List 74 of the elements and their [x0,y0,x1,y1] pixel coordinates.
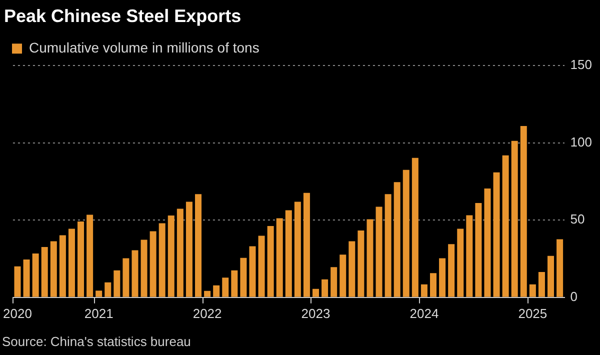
bar [140,240,148,297]
x-tick-label: 2022 [192,306,222,321]
bar [303,192,310,297]
bar [14,266,21,297]
bar [122,258,130,297]
bar [186,202,192,297]
bar [358,230,364,297]
bar [195,194,202,297]
bar [59,235,66,297]
bar [366,219,374,297]
bar [457,228,464,297]
bar [104,282,112,297]
bar [520,126,527,297]
bar [384,194,392,297]
bar [240,258,247,297]
bar [340,254,346,297]
bar [222,278,229,297]
bar [86,214,94,297]
bar [68,228,75,297]
bar [538,272,545,297]
bar [132,250,138,297]
bar [78,222,84,297]
bar [231,270,238,297]
bar [484,188,491,297]
bar [23,260,30,297]
source-note: Source: China's statistics bureau [2,334,191,350]
bar [394,182,400,297]
legend-label: Cumulative volume in millions of tons [29,39,260,56]
bar [213,285,220,297]
x-tick-label: 2023 [301,306,330,321]
bar [502,155,509,297]
bar [348,241,356,297]
bar [475,202,482,297]
bar [330,267,338,297]
bar [32,254,39,297]
bar [168,216,174,297]
bar [41,247,48,297]
bar [430,273,437,297]
bar [493,172,500,297]
bar [285,210,292,297]
bar [402,170,410,297]
bar [50,241,57,297]
bar [376,206,382,297]
bar [294,202,301,297]
bar [267,226,274,297]
chart-title: Peak Chinese Steel Exports [4,6,242,26]
y-tick-label: 0 [570,288,578,304]
bar [204,290,211,297]
bar [529,284,536,297]
x-tick-label: 2025 [518,306,548,321]
bar [96,290,102,297]
y-tick-label: 150 [570,57,592,72]
bar [466,215,473,297]
bar [448,244,455,297]
bar [439,258,446,297]
x-tick-label: 2020 [3,306,32,321]
bar [276,218,283,297]
bar [258,236,265,297]
bar [511,140,518,297]
y-tick-label: 100 [570,134,592,150]
y-tick-label: 50 [570,212,585,227]
bar [420,284,428,297]
bar [548,256,554,297]
bar [158,223,166,297]
bar [556,239,564,297]
bar [322,279,328,297]
bar [150,231,156,297]
x-tick-label: 2021 [84,306,114,321]
bar [312,288,320,297]
bar [114,270,120,297]
bar [412,158,418,297]
bar [249,246,256,297]
x-tick-label: 2024 [410,306,439,321]
bar [176,208,184,297]
